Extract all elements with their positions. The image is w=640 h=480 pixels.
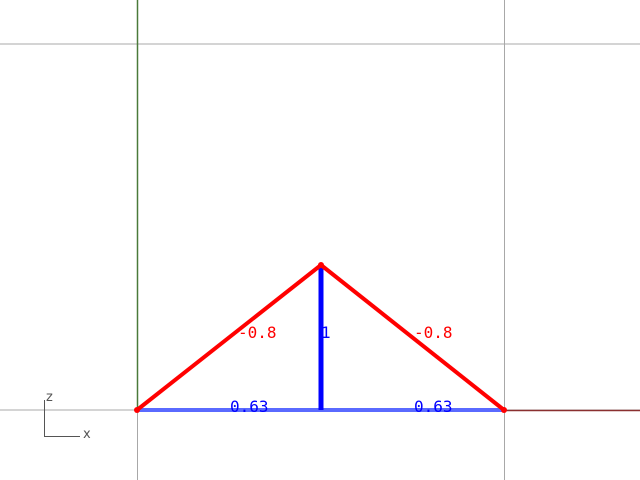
gizmo-z-label: z [46,390,53,405]
left-bottom-chord-force-label: 0.63 [230,397,269,416]
king-post-force-label: 1 [321,323,331,342]
left-rafter[interactable] [135,263,323,412]
right-bottom-chord-force-label: 0.63 [414,397,453,416]
right-rafter[interactable] [319,263,506,412]
right-support-node[interactable] [501,407,507,413]
axis-gizmo: z x [44,390,91,442]
apex-node[interactable] [318,262,324,268]
left-rafter-force-label: -0.8 [238,323,277,342]
right-rafter-force-label: -0.8 [414,323,453,342]
left-support-node[interactable] [134,407,140,413]
gizmo-x-label: x [83,427,91,442]
